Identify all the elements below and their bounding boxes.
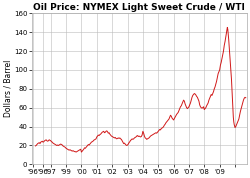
Y-axis label: Dollars / Barrel: Dollars / Barrel: [4, 60, 13, 117]
Title: Oil Price: NYMEX Light Sweet Crude / WTI: Oil Price: NYMEX Light Sweet Crude / WTI: [33, 4, 245, 12]
